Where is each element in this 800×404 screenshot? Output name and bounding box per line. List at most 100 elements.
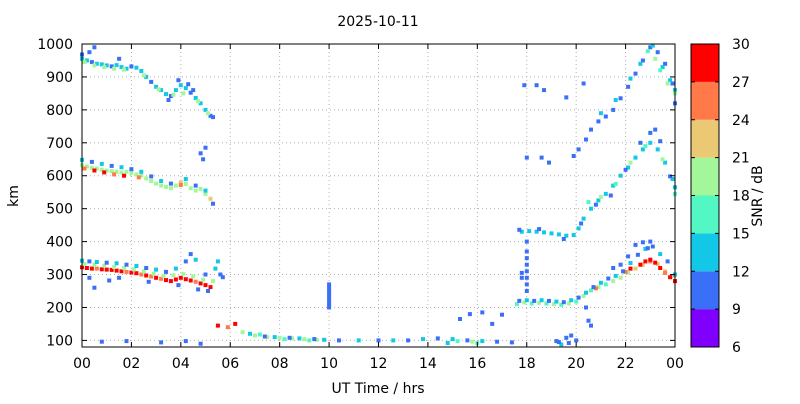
- data-point: [149, 79, 154, 84]
- data-point: [621, 269, 626, 274]
- data-point: [186, 82, 191, 87]
- data-point: [104, 260, 109, 265]
- data-point: [164, 269, 168, 274]
- data-point: [134, 264, 139, 268]
- data-point: [542, 88, 546, 93]
- data-point: [327, 298, 332, 303]
- data-point: [89, 60, 94, 65]
- data-point: [554, 299, 559, 304]
- data-point: [82, 166, 87, 171]
- data-point: [164, 184, 168, 189]
- data-point: [144, 266, 149, 270]
- data-point: [156, 87, 161, 92]
- data-point: [658, 68, 663, 73]
- data-point: [139, 69, 144, 73]
- data-point: [327, 295, 332, 300]
- data-point: [141, 269, 146, 274]
- data-point: [519, 229, 524, 234]
- data-point: [603, 191, 608, 196]
- data-point: [648, 130, 653, 135]
- data-point: [307, 338, 312, 343]
- data-point: [650, 43, 655, 48]
- data-point: [94, 260, 99, 264]
- data-point: [566, 341, 571, 345]
- data-point: [650, 244, 655, 249]
- data-point: [139, 169, 144, 174]
- data-point: [645, 49, 650, 54]
- x-tick-label: 14: [419, 356, 437, 372]
- data-point: [586, 200, 591, 205]
- data-point: [134, 172, 139, 177]
- data-point: [658, 266, 663, 270]
- x-tick-label: 08: [271, 356, 289, 372]
- data-point: [618, 275, 623, 280]
- x-tick-label: 00: [73, 356, 91, 372]
- x-tick-label: 00: [666, 356, 684, 372]
- data-point: [490, 321, 495, 326]
- data-point: [524, 275, 529, 280]
- data-point: [171, 92, 176, 97]
- data-point: [131, 267, 136, 272]
- x-tick-label: 22: [617, 356, 635, 372]
- x-tick-label: 12: [370, 356, 388, 372]
- data-point: [455, 339, 460, 344]
- data-point: [181, 271, 186, 276]
- data-point: [584, 305, 588, 310]
- data-point: [421, 337, 425, 342]
- data-point: [203, 188, 208, 193]
- colorbar-band: [691, 233, 719, 272]
- data-point: [569, 333, 574, 338]
- data-point: [208, 285, 213, 290]
- data-point: [218, 272, 223, 277]
- data-point: [129, 171, 134, 176]
- data-point: [519, 275, 524, 280]
- colorbar-band: [691, 81, 719, 120]
- data-point: [603, 282, 608, 287]
- data-point: [623, 269, 628, 274]
- data-point: [635, 252, 640, 257]
- data-point: [327, 289, 332, 293]
- data-point: [663, 270, 668, 275]
- data-point: [391, 338, 396, 343]
- data-point: [87, 50, 92, 55]
- data-point: [640, 240, 645, 245]
- data-point: [277, 335, 282, 340]
- data-point: [532, 298, 537, 303]
- data-point: [356, 338, 361, 343]
- data-point: [119, 65, 124, 70]
- data-point: [168, 279, 173, 284]
- data-point: [220, 275, 225, 280]
- data-point: [537, 300, 542, 305]
- data-point: [124, 339, 129, 344]
- data-point: [643, 246, 648, 251]
- data-point: [154, 267, 159, 272]
- data-point: [576, 295, 581, 300]
- data-point: [173, 266, 178, 271]
- data-point: [141, 73, 146, 78]
- data-point: [129, 270, 134, 275]
- data-point: [640, 262, 645, 267]
- colorbar-tick-label: 6: [732, 340, 741, 356]
- data-point: [524, 289, 529, 293]
- data-point: [564, 335, 569, 340]
- data-point: [524, 282, 529, 287]
- data-point: [159, 88, 164, 93]
- data-point: [112, 66, 117, 71]
- data-point: [327, 292, 332, 297]
- data-point: [660, 157, 665, 162]
- data-point: [198, 101, 203, 106]
- data-point: [208, 113, 213, 118]
- data-point: [188, 278, 193, 283]
- data-point: [84, 58, 89, 63]
- data-point: [198, 186, 203, 191]
- data-point: [154, 181, 159, 186]
- data-point: [173, 277, 178, 282]
- data-point: [648, 257, 653, 262]
- colorbar-band: [691, 271, 719, 310]
- data-point: [628, 266, 633, 271]
- data-point: [576, 226, 581, 231]
- data-point: [618, 96, 623, 101]
- data-point: [638, 61, 643, 66]
- data-point: [84, 266, 89, 270]
- data-point: [574, 299, 579, 304]
